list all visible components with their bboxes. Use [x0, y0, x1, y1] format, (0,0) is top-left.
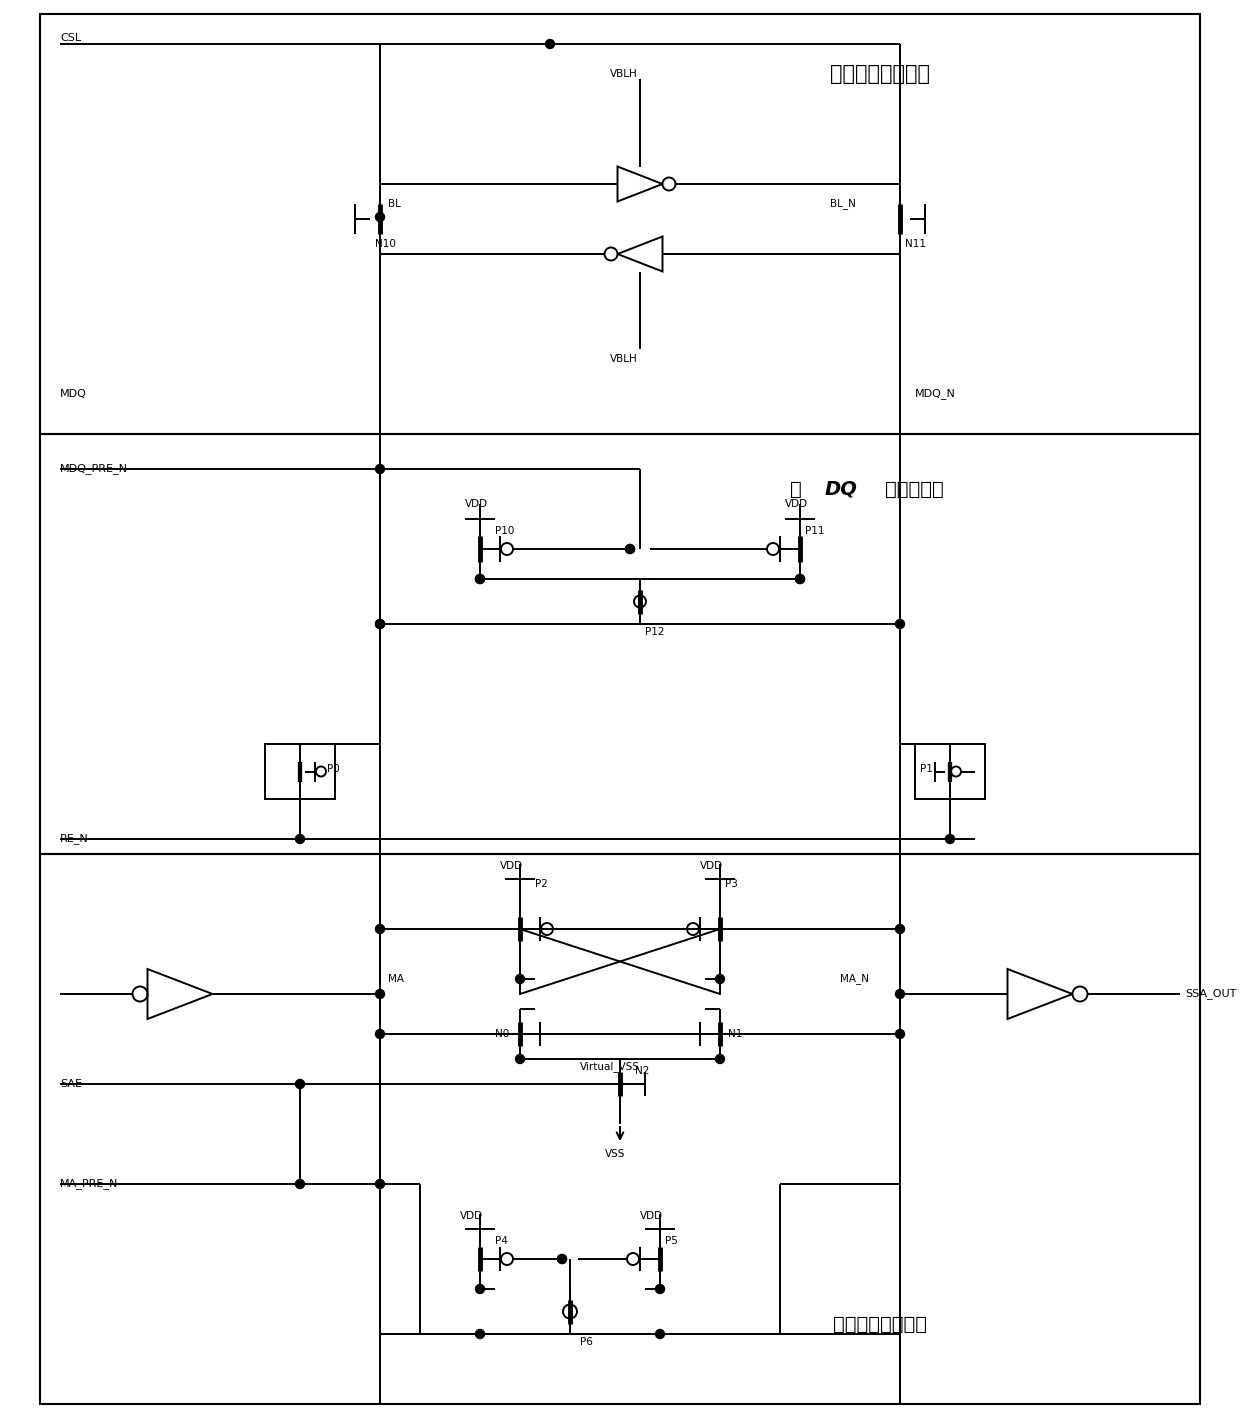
Text: MDQ: MDQ: [60, 389, 87, 399]
Text: MDQ_N: MDQ_N: [915, 389, 956, 400]
Bar: [915, 743, 985, 799]
Text: MDQ_PRE_N: MDQ_PRE_N: [60, 464, 128, 474]
Text: VDD: VDD: [640, 1210, 663, 1220]
Circle shape: [376, 1179, 384, 1189]
Circle shape: [895, 924, 904, 934]
Bar: [265, 743, 335, 799]
Circle shape: [656, 1330, 665, 1339]
Circle shape: [625, 544, 635, 554]
Circle shape: [516, 974, 525, 984]
Text: VDD: VDD: [460, 1210, 484, 1220]
Text: I3: I3: [639, 249, 647, 259]
Text: P4: P4: [495, 1236, 508, 1246]
Text: P3: P3: [725, 879, 738, 889]
Bar: [40, 14, 1200, 434]
Circle shape: [376, 212, 384, 222]
Circle shape: [656, 1284, 665, 1293]
Text: P0: P0: [327, 763, 340, 773]
Text: N0: N0: [495, 1030, 510, 1040]
Text: N2: N2: [635, 1067, 650, 1077]
Text: VDD: VDD: [701, 862, 723, 871]
Circle shape: [295, 1079, 305, 1088]
Circle shape: [475, 574, 485, 584]
Text: N11: N11: [905, 239, 926, 249]
Circle shape: [796, 574, 805, 584]
Bar: [40, 434, 1200, 854]
Text: BL_N: BL_N: [830, 198, 856, 209]
Text: 读控制电路: 读控制电路: [885, 480, 944, 498]
Circle shape: [895, 1030, 904, 1038]
Text: VBLH: VBLH: [610, 355, 637, 365]
Circle shape: [295, 834, 305, 843]
Circle shape: [516, 1055, 525, 1064]
Text: RE_N: RE_N: [60, 833, 89, 844]
Circle shape: [475, 574, 485, 584]
Circle shape: [796, 574, 805, 584]
Circle shape: [895, 990, 904, 998]
Text: MA_N: MA_N: [839, 974, 869, 984]
Text: DQ: DQ: [825, 480, 858, 498]
Polygon shape: [618, 236, 662, 272]
Circle shape: [475, 1284, 485, 1293]
Text: P12: P12: [645, 627, 665, 637]
Bar: [40, 854, 1200, 1404]
Text: VSS: VSS: [605, 1149, 625, 1159]
Circle shape: [715, 1055, 724, 1064]
Circle shape: [546, 40, 554, 48]
Circle shape: [945, 834, 955, 843]
Text: P10: P10: [495, 525, 515, 535]
Text: CSL: CSL: [60, 33, 81, 43]
Text: SAE: SAE: [60, 1079, 82, 1089]
Text: SSA_OUT: SSA_OUT: [1185, 988, 1236, 1000]
Text: 第一级灵敏放大器: 第一级灵敏放大器: [830, 64, 930, 84]
Circle shape: [376, 1030, 384, 1038]
Circle shape: [376, 619, 384, 628]
Circle shape: [715, 974, 724, 984]
Text: MA: MA: [388, 974, 404, 984]
Text: P6: P6: [580, 1337, 593, 1347]
Text: 主: 主: [790, 480, 802, 498]
Text: I1: I1: [1035, 990, 1045, 1000]
Circle shape: [558, 1255, 567, 1263]
Text: MA_PRE_N: MA_PRE_N: [60, 1179, 118, 1189]
Text: VDD: VDD: [465, 498, 489, 508]
Circle shape: [376, 619, 384, 628]
Text: 第二级灵敏放大器: 第二级灵敏放大器: [833, 1314, 928, 1333]
Circle shape: [376, 990, 384, 998]
Text: N1: N1: [728, 1030, 743, 1040]
Text: N10: N10: [374, 239, 396, 249]
Circle shape: [376, 924, 384, 934]
Text: P2: P2: [534, 879, 548, 889]
Text: Virtual_VSS: Virtual_VSS: [580, 1061, 640, 1072]
Text: VDD: VDD: [500, 862, 523, 871]
Polygon shape: [1007, 968, 1073, 1020]
Text: P11: P11: [805, 525, 825, 535]
Text: I0: I0: [177, 990, 188, 1000]
Text: VDD: VDD: [785, 498, 808, 508]
Text: I2: I2: [632, 179, 642, 189]
Polygon shape: [618, 167, 662, 202]
Text: P1: P1: [920, 763, 932, 773]
Text: P5: P5: [665, 1236, 678, 1246]
Circle shape: [895, 619, 904, 628]
Circle shape: [376, 464, 384, 474]
Circle shape: [295, 1179, 305, 1189]
Circle shape: [625, 544, 635, 554]
Text: BL: BL: [388, 199, 401, 209]
Circle shape: [558, 1255, 567, 1263]
Polygon shape: [148, 968, 212, 1020]
Text: VBLH: VBLH: [610, 68, 637, 78]
Circle shape: [475, 1330, 485, 1339]
